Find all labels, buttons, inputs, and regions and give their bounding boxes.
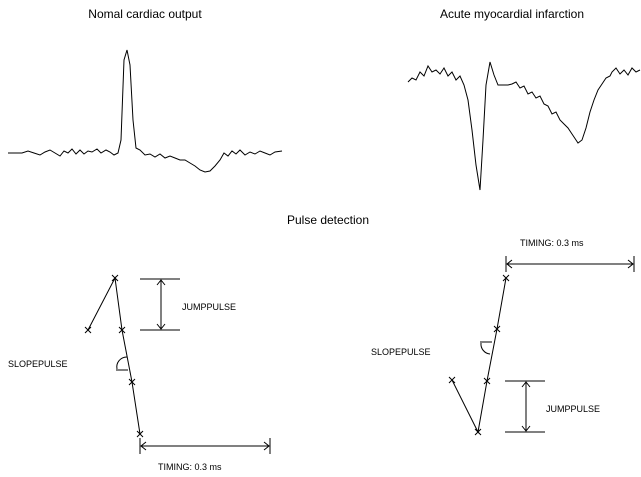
slope-label: SLOPEPULSE: [8, 359, 68, 369]
panel-title: Acute myocardial infarction: [440, 7, 584, 21]
jump-label: JUMPPULSE: [546, 404, 600, 414]
slope-label: SLOPEPULSE: [371, 347, 431, 357]
ecg-infarction: [407, 61, 641, 191]
panel-title: Nomal cardiac output: [88, 7, 202, 21]
timing-label: TIMING: 0.3 ms: [158, 462, 222, 472]
timing-label: TIMING: 0.3 ms: [520, 238, 584, 248]
pulse-right: [448, 256, 635, 436]
pulse-left: [84, 274, 271, 454]
ecg-normal: [8, 49, 283, 173]
section-title: Pulse detection: [287, 213, 369, 227]
jump-label: JUMPPULSE: [182, 302, 236, 312]
